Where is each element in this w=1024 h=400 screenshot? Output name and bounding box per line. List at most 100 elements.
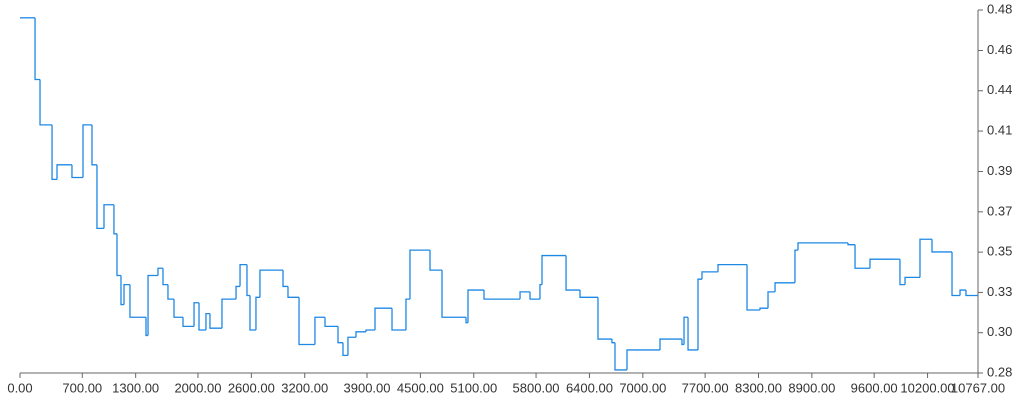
line-step: [465, 317, 468, 324]
line-step: [429, 250, 443, 271]
line-step: [701, 271, 719, 280]
x-tick-label: 8300.00: [735, 380, 782, 395]
line-step: [246, 264, 251, 297]
line-step: [899, 259, 906, 286]
line-step: [34, 17, 41, 81]
line-step: [255, 296, 260, 330]
line-step: [235, 285, 241, 300]
line-step: [869, 258, 895, 269]
x-tick-label: 7700.00: [682, 380, 729, 395]
x-tick-label: 5100.00: [450, 380, 497, 395]
line-step: [282, 270, 288, 288]
line-step: [483, 290, 521, 300]
line-step: [123, 283, 130, 305]
y-tick-label: 0.33: [987, 284, 1012, 299]
line-step: [409, 249, 430, 300]
x-tick-label: 10200.00: [900, 380, 954, 395]
line-step: [847, 242, 856, 246]
line-step: [681, 339, 685, 346]
line-step: [391, 308, 406, 331]
line-step: [314, 316, 326, 345]
y-tick-label: 0.39: [987, 163, 1012, 178]
line-step: [565, 255, 581, 291]
line-step: [56, 164, 72, 180]
line-step: [683, 316, 689, 345]
line-step: [347, 336, 356, 356]
line-step: [39, 79, 53, 126]
y-tick-label: 0.46: [987, 42, 1012, 57]
line-step: [355, 331, 367, 338]
line-step: [157, 267, 163, 276]
x-tick-label: 2000.00: [174, 380, 221, 395]
x-tick-label: 9600.00: [851, 380, 898, 395]
line-step: [71, 164, 83, 179]
line-step: [103, 204, 114, 229]
line-step: [697, 278, 702, 350]
line-step: [746, 264, 761, 311]
line-step: [854, 244, 870, 269]
y-tick-label: 0.28: [987, 364, 1012, 379]
line-step: [541, 254, 567, 285]
y-tick-label: 0.44: [987, 82, 1012, 97]
line-step: [965, 290, 978, 297]
line-step: [167, 284, 175, 300]
line-step: [287, 286, 300, 298]
line-step: [162, 268, 168, 286]
x-tick-label: 3900.00: [344, 380, 391, 395]
line-step: [209, 313, 222, 329]
x-tick-label: 4500.00: [397, 380, 444, 395]
x-tick-label: 6400.00: [566, 380, 613, 395]
line-step: [759, 307, 769, 311]
line-step: [539, 283, 543, 300]
line-step: [687, 317, 698, 351]
line-step: [120, 275, 125, 306]
x-tick-label: 3200.00: [281, 380, 328, 395]
y-tick-label: 0.35: [987, 244, 1012, 259]
y-tick-label: 0.41: [987, 122, 1012, 137]
line-step: [249, 295, 256, 331]
line-step: [91, 124, 97, 166]
line-step: [611, 339, 615, 344]
line-step: [324, 317, 338, 328]
line-step: [374, 307, 393, 330]
line-step: [147, 274, 159, 336]
line-step: [529, 291, 540, 300]
line-step: [959, 289, 966, 296]
line-step: [797, 242, 849, 251]
line-step: [145, 317, 149, 337]
line-step: [951, 251, 961, 297]
line-step: [342, 342, 348, 357]
x-tick-label: 0.00: [7, 380, 32, 395]
y-tick-label: 0.37: [987, 203, 1012, 218]
line-step: [579, 290, 598, 298]
line-step: [337, 326, 343, 344]
line-step: [441, 270, 467, 318]
line-step: [298, 297, 315, 346]
x-tick-label: 10767.00: [951, 380, 1005, 395]
line-step: [182, 317, 195, 328]
line-step: [239, 263, 247, 287]
line-step: [904, 276, 920, 285]
line-step: [626, 349, 661, 370]
line-step: [205, 312, 210, 330]
line-step: [193, 302, 200, 327]
line-step: [931, 239, 953, 253]
line-step: [82, 124, 92, 178]
y-tick-label: 0.48: [987, 1, 1012, 16]
y-tick-label: 0.30: [987, 324, 1012, 339]
line-step: [198, 302, 206, 331]
line-step: [221, 298, 237, 329]
line-step: [116, 233, 121, 277]
x-tick-label: 1300.00: [112, 380, 159, 395]
x-tick-label: 7000.00: [619, 380, 666, 395]
line-step: [405, 298, 410, 330]
x-tick-label: 2600.00: [228, 380, 275, 395]
x-tick-label: 700.00: [62, 380, 102, 395]
line-step: [614, 342, 627, 371]
line-step: [597, 297, 612, 340]
line-step: [113, 204, 117, 235]
line-step: [467, 289, 485, 323]
line-step: [794, 249, 799, 283]
line-step: [519, 291, 531, 300]
